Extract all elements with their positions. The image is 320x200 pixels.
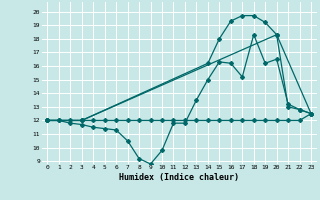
X-axis label: Humidex (Indice chaleur): Humidex (Indice chaleur) [119,173,239,182]
